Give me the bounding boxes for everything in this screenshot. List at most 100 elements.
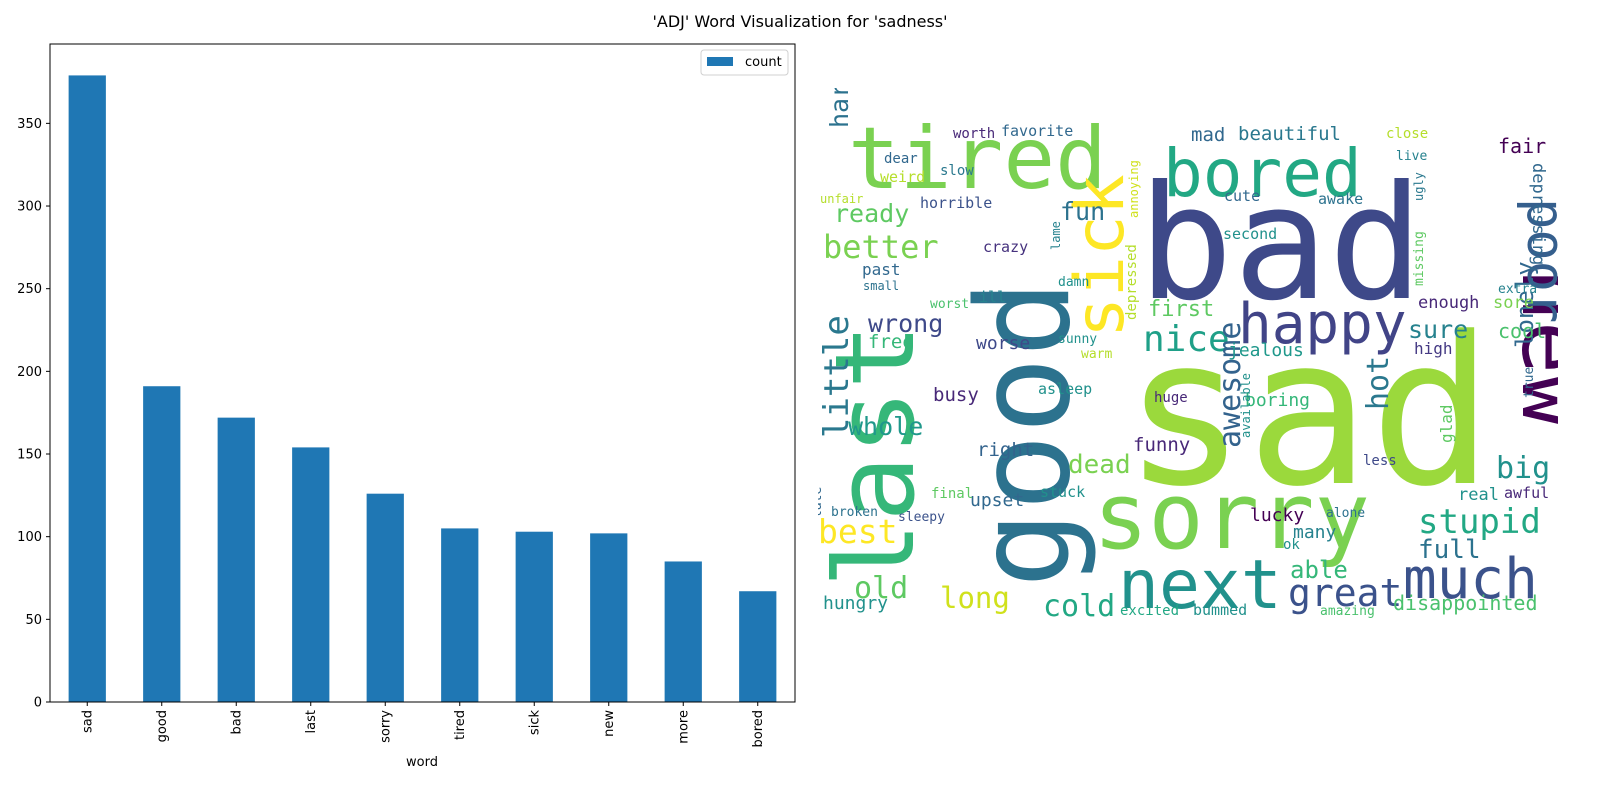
wordcloud-word-old: old [854,571,908,606]
x-tick-label-sad: sad [80,710,95,733]
wordcloud-word-first: first [1148,297,1214,322]
wordcloud-word-next: next [1118,546,1282,625]
wordcloud-word-amazing: amazing [1320,604,1375,619]
wordcloud-word-lonely: lonely [1511,261,1539,348]
wordcloud-word-damn: damn [1058,275,1089,290]
wordcloud-word-right: right [977,439,1034,461]
x-axis-ticks: sad good bad last sorry tired sick new more bored [80,702,766,748]
wordcloud-word-extra: extra [1498,282,1537,297]
bar-good [143,386,181,702]
wordcloud-word-cute: cute [1224,187,1260,205]
wordcloud-word-sore: sore [1493,293,1534,313]
wordcloud-word-slow: slow [940,163,974,179]
wordcloud-word-huge: huge [1154,390,1188,406]
wordcloud-word-asleep: asleep [1038,380,1092,398]
wordcloud-word-ugly: ugly [1412,172,1426,201]
wordcloud-word-free: free [868,331,914,353]
wordcloud-word-unfair: unfair [820,192,863,206]
wordcloud-word-funny: funny [1133,434,1190,456]
wordcloud-word-sorry: sorry [1093,463,1370,570]
wordcloud-word-hungry: hungry [823,593,888,614]
wordcloud-word-boring: boring [1245,390,1310,411]
wordcloud-word-sure: sure [1408,315,1468,344]
wordcloud-word-awful: awful [1504,484,1549,502]
wordcloud-word-whole: whole [848,412,923,441]
wordcloud-word-favorite: favorite [1001,122,1073,140]
wordcloud-word-excited: excited [1120,603,1179,619]
bar-new [590,533,628,702]
wordcloud-word-many: many [1293,522,1337,543]
wordcloud-word-worst: worst [930,297,969,312]
x-tick-label-bored: bored [751,710,766,748]
wordcloud-word-awake: awake [1318,190,1363,208]
wordcloud-word-real: real [1458,485,1499,505]
wordcloud-word-late: late [818,487,825,518]
wordcloud-word-sleepy: sleepy [898,510,945,525]
y-tick-label: 200 [17,365,42,380]
wordcloud-word-bored: bored [1163,135,1362,212]
wordcloud-word-mad: mad [1191,124,1225,146]
y-tick-label: 0 [34,696,42,711]
wordcloud-word-great: great [1288,571,1402,615]
wordcloud-word-final: final [931,486,973,502]
x-tick-label-more: more [676,710,691,744]
y-tick-label: 150 [17,448,42,463]
wordcloud-word-good: good [950,280,1099,588]
wordcloud-word-busy: busy [933,384,979,406]
wordcloud-word-lame: lame [1049,221,1063,250]
wordcloud-word-cold: cold [1043,589,1115,624]
x-tick-label-bad: bad [229,710,244,734]
wordcloud-word-hot: hot [1361,356,1396,410]
legend: count [700,49,789,76]
wordcloud-word-beautiful: beautiful [1238,123,1341,145]
x-tick-label-tired: tired [453,710,468,740]
wordcloud-word-happy: happy [1238,292,1407,357]
wordcloud-word-sad: sad [1123,294,1493,532]
bar-bad [217,417,255,702]
bar-sad [68,75,106,703]
wordcloud-word-sick: sick [1061,174,1140,338]
wordcloud-word-able: able [1290,556,1348,584]
wordcloud-word-jealous: jealous [1228,340,1304,361]
bar-bored [739,591,777,702]
wordcloud-word-awesome: awesome [1213,322,1248,448]
bar-sick [515,531,553,702]
wordcloud-word-depressing: depressing [1528,163,1548,265]
wordcloud-word-weird: weird [880,168,925,186]
figure-title: 'ADJ' Word Visualization for 'sadness' [652,12,948,31]
wordcloud-word-horrible: horrible [920,194,992,212]
wordcloud-word-worse: worse [976,333,1030,354]
wordcloud-word-ill: ill [979,288,1006,306]
wordcloud-word-high: high [1414,339,1453,358]
wordcloud-word-less: less [1363,453,1397,469]
y-axis-ticks: 0 50 100 150 200 250 300 350 [17,117,50,711]
x-axis-label: word [406,755,438,770]
wordcloud-word-fair: fair [1498,134,1546,158]
wordcloud-word-glad: glad [1437,404,1456,443]
wordcloud-word-little: little [818,315,857,438]
wordcloud-word-depressed: depressed [1124,244,1140,320]
wordcloud-word-upset: upset [970,490,1024,511]
x-tick-label-last: last [304,710,319,733]
bar-more [664,561,702,702]
wordcloud-word-live: live [1396,149,1427,164]
wordcloud-word-disappointed: disappointed [1393,591,1538,615]
bar-chart: 0 50 100 150 200 250 300 350 sad good bad last sorr… [17,43,796,770]
bar-last [292,447,330,702]
wordcloud-word-nice: nice [1143,319,1230,360]
wordcloud-word-available: available [1239,373,1253,438]
wordcloud-word-true: true [1522,367,1537,398]
legend-label: count [745,55,782,70]
wordcloud-word-broken: broken [831,505,878,520]
wordcloud-word-annoying: annoying [1127,160,1141,218]
wordcloud-word-small: small [863,279,899,293]
wordcloud-word-ok: ok [1283,537,1300,553]
wordcloud-word-dear: dear [884,151,918,167]
wordcloud-word-past: past [862,260,901,279]
wordcloud-word-best: best [818,512,897,551]
wordcloud-word-stupid: stupid [1418,502,1541,542]
wordcloud-word-full: full [1418,535,1481,565]
wordcloud-word-bad: bad [1138,152,1423,336]
bars-group [68,75,777,703]
